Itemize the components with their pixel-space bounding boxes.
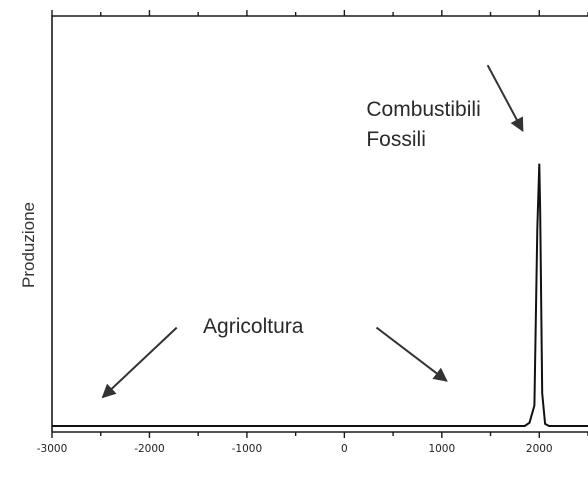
annotation-label: Fossili <box>366 128 426 151</box>
x-tick-label: 2000 <box>526 443 553 455</box>
x-tick-label: 1000 <box>428 443 455 455</box>
x-tick-label: -2000 <box>134 443 165 455</box>
x-tick-label: -1000 <box>232 443 263 455</box>
y-axis-label: Produzione <box>19 202 38 288</box>
annotation-arrow <box>101 326 178 399</box>
annotation-label: Combustibili <box>366 98 480 121</box>
x-tick-label: 0 <box>341 443 348 455</box>
annotation-arrow <box>486 64 524 133</box>
annotation-label: Agricoltura <box>203 315 304 338</box>
series-line <box>52 163 588 427</box>
plot-area: -3000 -2000 -1000 0 1000 2000 Combustibili Foss… <box>37 10 588 455</box>
annotation-arrow <box>375 326 448 382</box>
x-tick-label: -3000 <box>37 443 68 455</box>
